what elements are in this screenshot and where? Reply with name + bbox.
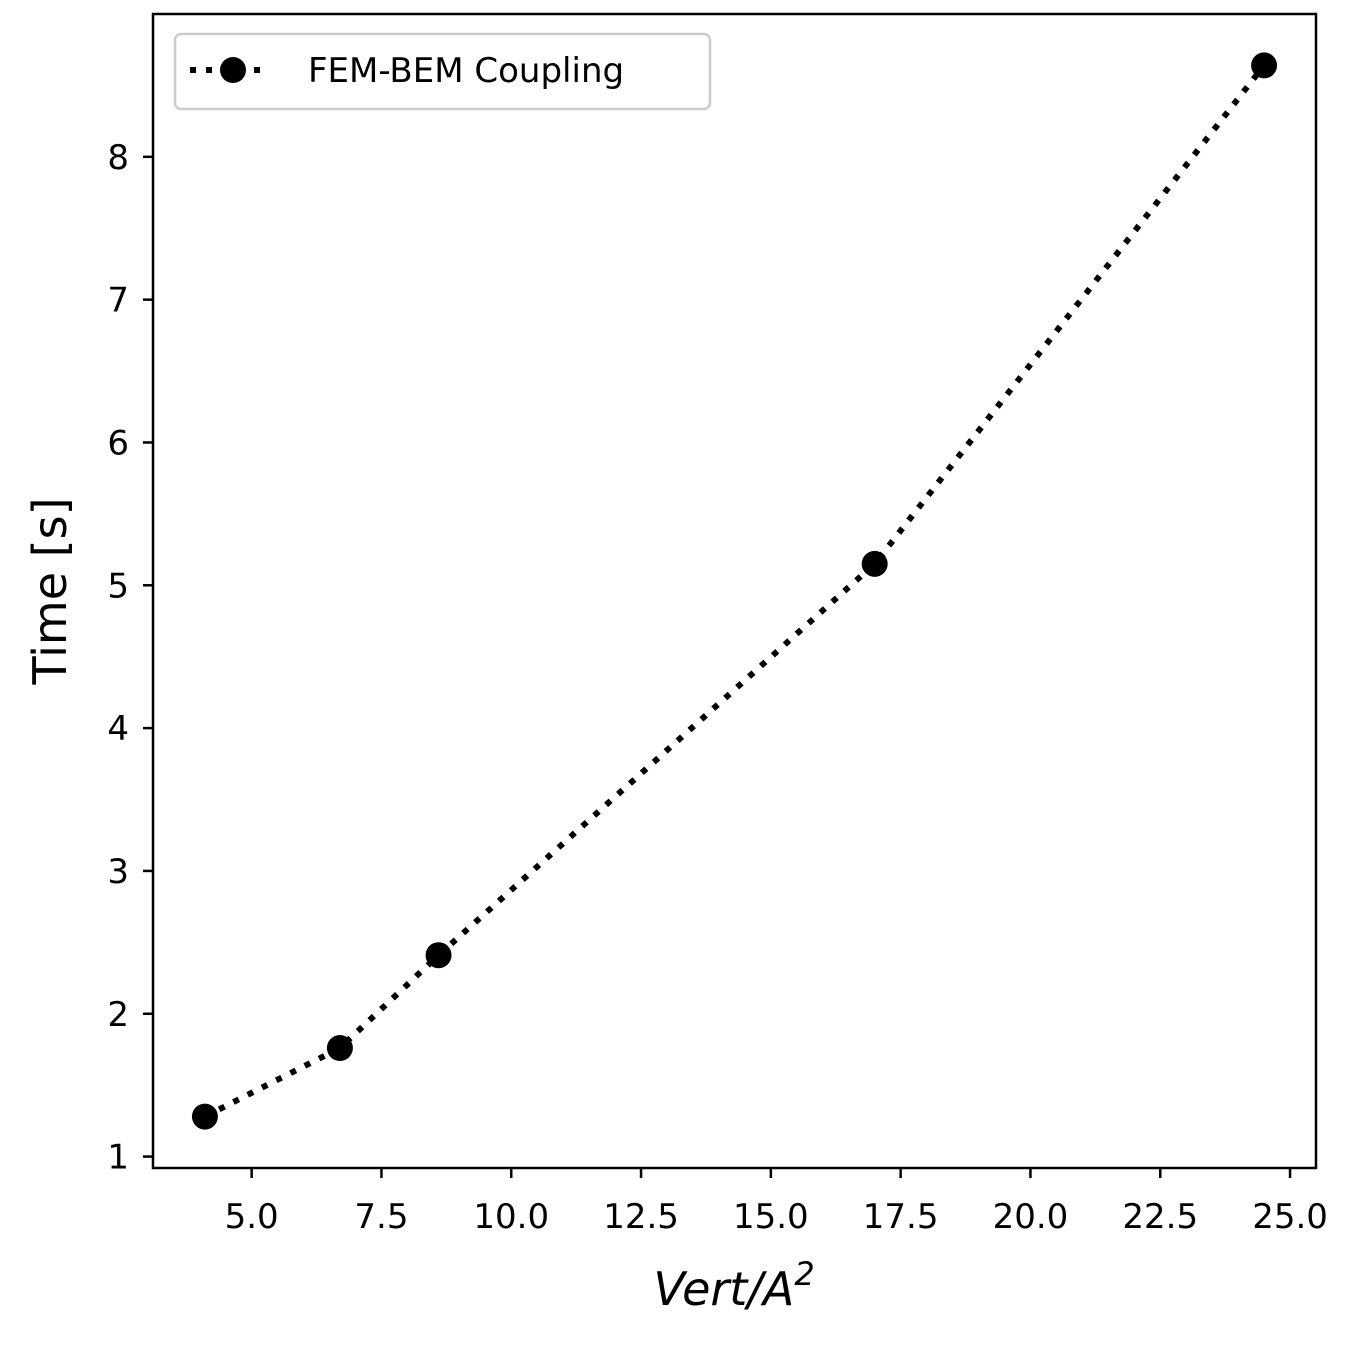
- x-tick-label: 7.5: [354, 1197, 408, 1237]
- plot-background: [153, 14, 1316, 1168]
- x-axis-label-main: Vert/A: [653, 1262, 794, 1316]
- legend: FEM-BEM Coupling: [173, 32, 712, 111]
- x-tick-label: 10.0: [473, 1197, 549, 1237]
- series-layer: [191, 52, 1278, 1130]
- data-point: [326, 1035, 353, 1062]
- plot-frame: [151, 12, 1318, 1170]
- x-axis-label-superscript: 2: [794, 1255, 814, 1293]
- y-tick-label: 6: [107, 423, 129, 463]
- y-axis-label: Time [s]: [23, 497, 77, 685]
- y-axis-ticks: 1 2 3 4 5 6 7 8: [107, 138, 153, 1178]
- y-tick-label: 4: [107, 709, 129, 749]
- y-tick-label: 1: [107, 1138, 129, 1178]
- legend-label: FEM-BEM Coupling: [308, 51, 624, 91]
- data-point: [861, 550, 888, 577]
- y-tick-label: 2: [107, 995, 129, 1035]
- legend-marker-sample: [220, 57, 246, 83]
- x-tick-label: 12.5: [603, 1197, 679, 1237]
- x-tick-label: 17.5: [863, 1197, 939, 1237]
- x-axis-ticks: 5.0 7.5 10.0 12.5 15.0 17.5 20.0 22.5 25.0: [225, 1168, 1328, 1237]
- x-tick-label: 20.0: [993, 1197, 1069, 1237]
- x-axis-label: Vert/A2: [653, 1255, 814, 1316]
- data-point: [191, 1103, 218, 1130]
- y-tick-label: 3: [107, 852, 129, 892]
- x-tick-label: 15.0: [733, 1197, 809, 1237]
- y-tick-label: 5: [107, 566, 129, 606]
- y-tick-label: 8: [107, 138, 129, 178]
- x-tick-label: 5.0: [225, 1197, 279, 1237]
- data-point: [425, 942, 452, 969]
- legend-box: [173, 32, 712, 111]
- data-point: [1251, 52, 1278, 79]
- series-line: [203, 63, 1267, 1120]
- y-tick-label: 7: [107, 281, 129, 321]
- x-tick-label: 22.5: [1122, 1197, 1198, 1237]
- x-tick-label: 25.0: [1252, 1197, 1328, 1237]
